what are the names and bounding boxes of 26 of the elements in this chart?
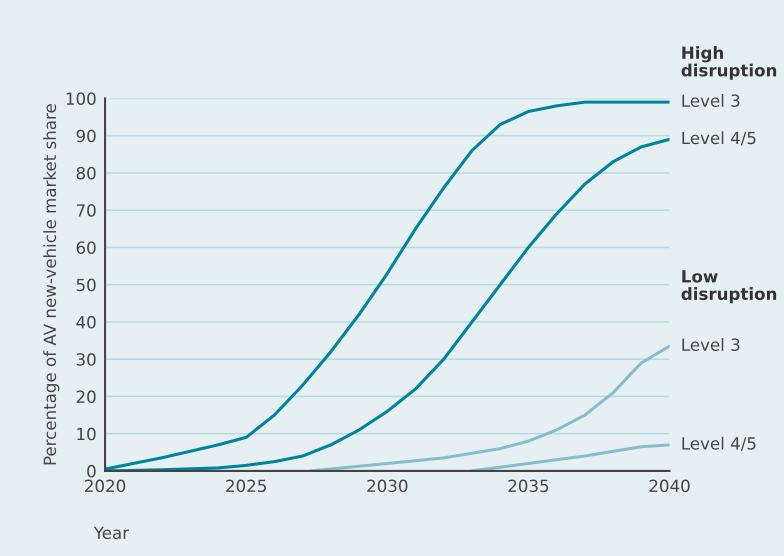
- x-tick-label: 2030: [367, 480, 408, 492]
- text: Low disruption: [682, 270, 776, 304]
- y-tick-label: 100: [66, 92, 96, 105]
- y-tick-label: 90: [76, 130, 96, 142]
- y-tick-label: 70: [76, 204, 96, 217]
- x-tick-label: 2040: [650, 480, 690, 492]
- x-tick-label: 2035: [508, 480, 548, 492]
- series-label: Level 4/5: [682, 131, 756, 146]
- text: High disruption: [682, 46, 776, 80]
- y-tick-label: 60: [76, 241, 96, 254]
- y-tick-label: 20: [76, 390, 96, 403]
- y-tick-label: 10: [77, 428, 96, 440]
- y-tick-label: 40: [76, 316, 96, 328]
- line-series: [470, 443, 670, 471]
- x-axis-title: Year: [94, 526, 130, 540]
- series-label: Level 3: [682, 338, 740, 351]
- y-tick-label: 80: [76, 166, 96, 180]
- series-label: Level 3: [682, 94, 740, 107]
- line-series: [310, 344, 670, 471]
- x-tick-label: 2020: [85, 480, 126, 492]
- y-axis-title: Percentage of AV new-vehicle market share: [43, 104, 60, 464]
- series-label: Level 4/5: [682, 436, 756, 451]
- y-tick-label: 0: [87, 464, 96, 478]
- y-tick-label: 30: [76, 353, 96, 366]
- x-tick-label: 2025: [226, 480, 266, 492]
- y-tick-label: 50: [76, 278, 96, 292]
